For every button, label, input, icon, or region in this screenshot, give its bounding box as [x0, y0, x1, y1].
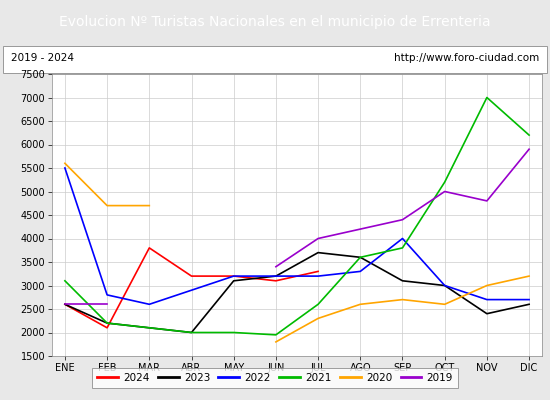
Text: http://www.foro-ciudad.com: http://www.foro-ciudad.com — [394, 53, 539, 63]
Legend: 2024, 2023, 2022, 2021, 2020, 2019: 2024, 2023, 2022, 2021, 2020, 2019 — [92, 368, 458, 388]
Text: Evolucion Nº Turistas Nacionales en el municipio de Errenteria: Evolucion Nº Turistas Nacionales en el m… — [59, 15, 491, 29]
Text: 2019 - 2024: 2019 - 2024 — [11, 53, 74, 63]
